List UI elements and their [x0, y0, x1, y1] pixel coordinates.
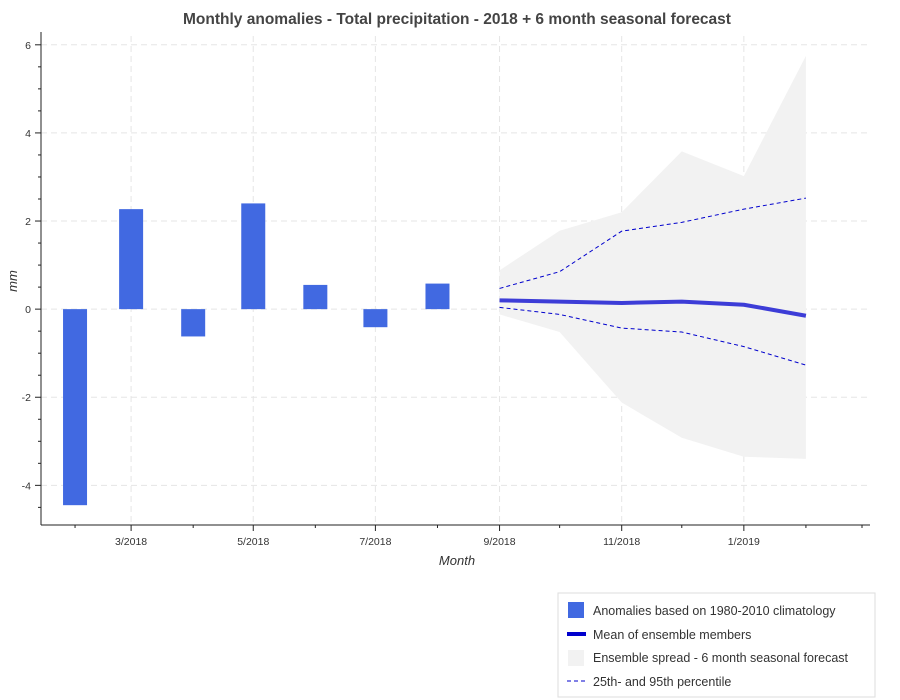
ensemble-spread-area [499, 55, 806, 459]
legend-swatch-spread [568, 650, 584, 666]
y-axis-label: mm [5, 270, 20, 292]
forecast-lines [499, 197, 807, 366]
legend-box [557, 592, 876, 698]
y-tick-label-1: -2 [22, 392, 31, 404]
y-tick-label-2: 0 [25, 304, 31, 316]
x-tick-label-0: 3/2018 [115, 536, 147, 548]
anomaly-bar-3 [241, 203, 266, 310]
x-tick-label-3: 9/2018 [483, 536, 515, 548]
x-tick-label-4: 11/2018 [603, 536, 640, 548]
anomaly-bars [63, 203, 450, 506]
anomaly-bar-0 [63, 309, 88, 506]
anomaly-bar-6 [425, 283, 450, 310]
y-tick-label-3: 2 [25, 216, 31, 228]
x-tick-label-1: 5/2018 [237, 536, 269, 548]
y-tick-label-5: 6 [25, 40, 31, 52]
legend: Anomalies based on 1980-2010 climatology… [557, 592, 876, 698]
anomaly-bar-4 [303, 284, 328, 310]
legend-label-spread: Ensemble spread - 6 month seasonal forec… [593, 651, 849, 665]
percentile-25-line [499, 306, 807, 366]
legend-label-mean: Mean of ensemble members [593, 628, 751, 642]
y-tick-label-4: 4 [25, 128, 31, 140]
tick-labels: -4 -2 0 2 4 6 3/2018 5/2018 7/2018 9/2018 11/2018 1… [22, 40, 863, 548]
ensemble-spread-polygon [499, 55, 806, 459]
anomaly-bar-2 [181, 309, 206, 337]
anomaly-bar-5 [363, 309, 388, 328]
x-axis-label: Month [439, 553, 475, 568]
ensemble-mean-line [499, 298, 807, 318]
legend-label-anomalies: Anomalies based on 1980-2010 climatology [593, 604, 836, 618]
legend-label-percentile: 25th- and 95th percentile [593, 675, 731, 689]
anomaly-bar-1 [119, 209, 144, 310]
percentile-95-line [499, 197, 807, 289]
y-tick-label-0: -4 [22, 480, 31, 492]
x-tick-label-2: 7/2018 [359, 536, 391, 548]
axes [40, 32, 870, 526]
legend-swatch-anomalies [568, 602, 584, 618]
x-tick-label-5: 1/2019 [728, 536, 760, 548]
chart-title: Monthly anomalies - Total precipitation … [183, 11, 731, 28]
